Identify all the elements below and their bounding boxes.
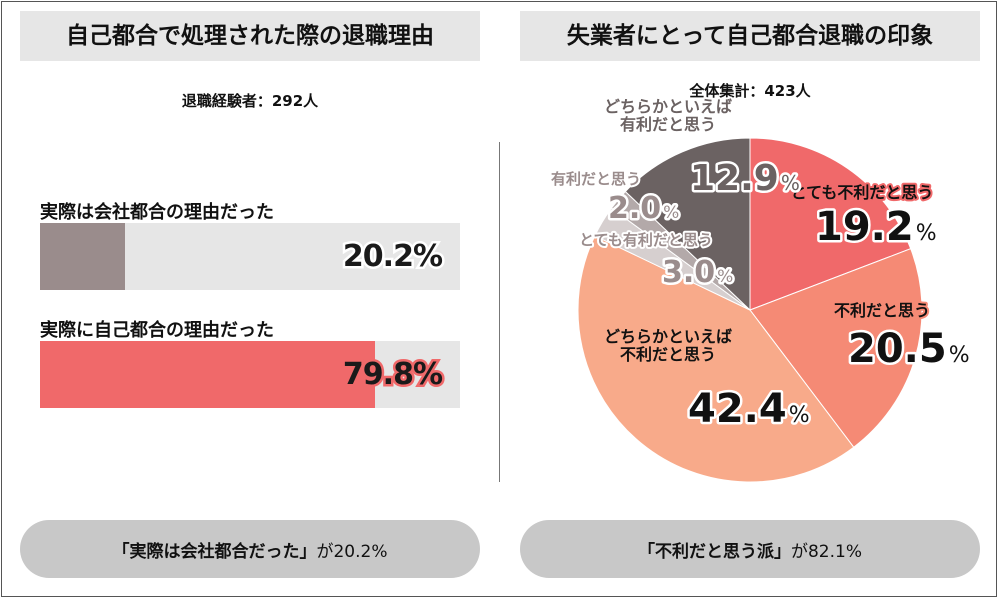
pie-label-somewhat-unfavorable: どちらかといえば不利だと思う	[604, 327, 732, 364]
pie-label-very-unfavorable: とても不利だと思う	[791, 183, 934, 202]
left-summary-pill: 「実際は会社都合だった」 が20.2%	[20, 520, 480, 578]
pie-value-very-favorable: 3.0%	[662, 255, 733, 290]
bar-value-self: 79.8%	[340, 355, 445, 395]
right-panel-title: 失業者にとって自己都合退職の印象	[520, 11, 980, 61]
right-summary-pill: 「不利だと思う派」 が82.1%	[520, 520, 980, 578]
pie-value-favorable: 2.0%	[608, 191, 679, 226]
bar-company	[40, 223, 125, 290]
pie-value-unfavorable: 20.5%	[848, 326, 970, 372]
pie-slice-somewhat-unfavorable	[577, 235, 855, 483]
pie-label-unfavorable: 不利だと思う	[834, 301, 930, 320]
right-respondents: 全体集計：423人	[689, 82, 811, 100]
left-summary-suffix: が20.2%	[316, 541, 388, 562]
bar-label-company: 実際は会社都合の理由だった	[40, 202, 274, 223]
pie-label-very-favorable: とても有利だと思う	[579, 231, 713, 249]
bar-value-company: 20.2%	[340, 237, 445, 277]
left-respondents: 退職経験者：292人	[181, 92, 319, 110]
bar-track-company: 20.2%	[40, 223, 460, 290]
pie-slice-unfavorable	[749, 248, 923, 448]
bar-track-self: 79.8%	[40, 341, 460, 408]
right-summary-quote: 「不利だと思う派」	[637, 541, 791, 562]
pie-slice-very-unfavorable	[749, 137, 912, 311]
pie-label-somewhat-favorable: どちらかといえば有利だと思う	[604, 97, 732, 134]
bar-self	[40, 341, 376, 408]
pie-slice-somewhat-favorable	[624, 137, 751, 312]
pie-value-somewhat-unfavorable: 42.4%	[688, 386, 810, 432]
pie-value-somewhat-favorable: 12.9%	[690, 158, 800, 199]
left-summary-quote: 「実際は会社都合だった」	[112, 541, 317, 562]
pie-label-favorable: 有利だと思う	[551, 170, 641, 188]
panel-divider	[499, 142, 500, 482]
left-panel-title: 自己都合で処理された際の退職理由	[20, 11, 480, 61]
right-summary-suffix: が82.1%	[790, 541, 862, 562]
pie-value-very-unfavorable: 19.2%	[815, 204, 937, 250]
bar-label-self: 実際に自己都合の理由だった	[40, 320, 274, 341]
